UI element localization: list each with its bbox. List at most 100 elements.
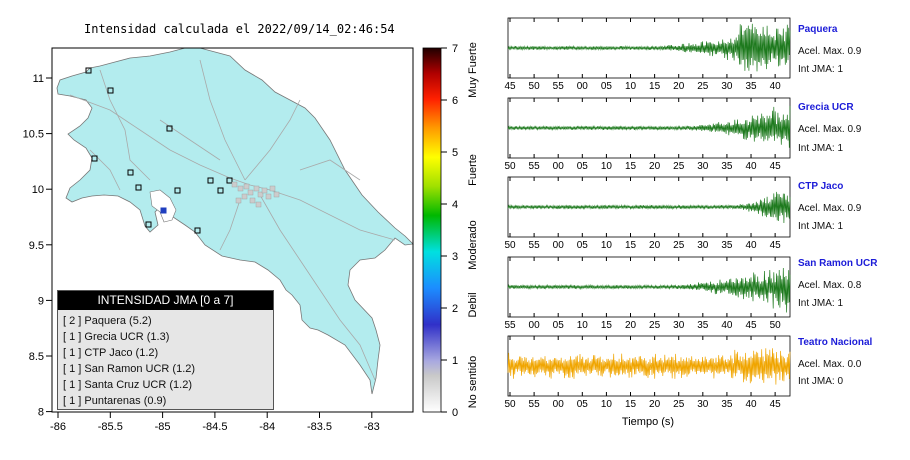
colorbar-label: Debil — [467, 292, 479, 317]
waveform-tick-label: 40 — [721, 320, 733, 331]
colorbar-ticks: 7 6 5 4 3 2 1 0 — [441, 43, 458, 419]
waveform-tick-label: 35 — [721, 161, 733, 172]
waveform-tick-label: 50 — [504, 399, 516, 410]
map-frame — [51, 47, 414, 413]
colorbar-gradient — [422, 47, 442, 413]
waveform-tick-label: 10 — [601, 399, 613, 410]
station-name: Paquera — [798, 24, 838, 35]
waveform-tick-label: 15 — [649, 81, 661, 92]
colorbar-label: Moderado — [467, 220, 479, 270]
legend-row: [ 1 ] Puntarenas (0.9) — [63, 395, 167, 407]
waveform-tick-label: 30 — [697, 240, 709, 251]
map-y-tick-label: 11 — [33, 73, 44, 85]
legend-row: [ 1 ] San Ramon UCR (1.2) — [63, 363, 196, 375]
map-x-tick-label: -86 — [50, 421, 66, 433]
waveform-panel: 55 00 05 10 15 20 25 30 35 40 45 50 — [504, 256, 791, 331]
waveform-tick-label: 05 — [577, 240, 589, 251]
waveform-tick-label: 05 — [553, 320, 565, 331]
station-int: Int JMA: 1 — [798, 221, 844, 232]
costa-rica-land — [56, 47, 414, 395]
waveform-trace — [507, 23, 791, 72]
waveform-trace — [507, 191, 791, 224]
colorbar-tick-label: 6 — [452, 95, 458, 107]
station-name: CTP Jaco — [798, 181, 844, 192]
map-y-axis: 11 10.5 10 9.5 9 8.5 8 — [23, 73, 52, 419]
waveform-panel: 50 55 00 05 10 15 20 25 30 35 40 45 — [504, 97, 791, 172]
station-markers — [85, 67, 233, 234]
map-y-tick-label: 9 — [38, 295, 44, 307]
waveform-tick-label: 15 — [625, 399, 637, 410]
city-cluster — [231, 181, 280, 208]
waveform-tick-label: 05 — [601, 81, 613, 92]
legend-row: [ 1 ] Grecia UCR (1.3) — [63, 331, 170, 343]
waveform-tick-label: 35 — [721, 240, 733, 251]
waveform-tick-label: 20 — [649, 161, 661, 172]
waveform-tick-label: 00 — [553, 240, 565, 251]
waveform-tick-label: 00 — [577, 81, 589, 92]
map-y-tick-label: 10.5 — [23, 129, 44, 141]
colorbar-label: Fuerte — [467, 154, 479, 186]
waveform-tick-label: 45 — [770, 161, 782, 172]
waveform-tick-label: 15 — [625, 240, 637, 251]
waveform-tick-label: 20 — [673, 81, 685, 92]
waveform-tick-label: 45 — [770, 240, 782, 251]
waveform-tick-label: 00 — [553, 161, 565, 172]
waveform-tick-label: 55 — [529, 399, 541, 410]
waveform-tick-label: 25 — [649, 320, 661, 331]
map-y-tick-label: 10 — [32, 184, 44, 196]
colorbar-tick-label: 2 — [452, 303, 458, 315]
legend-row: [ 1 ] Santa Cruz UCR (1.2) — [63, 379, 192, 391]
waveform-tick-label: 55 — [529, 161, 541, 172]
waveform-tick-label: 10 — [577, 320, 589, 331]
waveform-tick-label: 20 — [649, 240, 661, 251]
map-y-tick-label: 8.5 — [29, 351, 44, 363]
legend-title: INTENSIDAD JMA [0 a 7] — [58, 291, 273, 310]
map-y-tick-label: 8 — [38, 407, 44, 419]
waveform-tick-label: 40 — [745, 399, 757, 410]
waveform-tick-label: 25 — [697, 81, 709, 92]
waveform-trace — [507, 105, 791, 148]
station-acel: Acel. Max. 0.8 — [798, 280, 862, 291]
colorbar-tick-label: 0 — [452, 407, 458, 419]
station-int: Int JMA: 1 — [798, 64, 844, 75]
colorbar-tick-label: 5 — [452, 147, 458, 159]
waveform-panels: 45 50 55 00 05 10 15 20 25 30 35 40 50 55 00 05 10 15 20 25… — [504, 17, 791, 410]
waveform-tick-label: 25 — [673, 161, 685, 172]
waveform-tick-label: 50 — [504, 161, 516, 172]
waveform-tick-label: 55 — [553, 81, 565, 92]
station-name: Teatro Nacional — [798, 337, 873, 348]
waveform-tick-label: 40 — [770, 81, 782, 92]
colorbar-tick-label: 1 — [452, 355, 458, 367]
legend-row: [ 1 ] CTP Jaco (1.2) — [63, 347, 159, 359]
colorbar: 7 6 5 4 3 2 1 0 Muy Fuerte Fuerte Moderado Debil No… — [422, 42, 479, 419]
waveform-tick-label: 50 — [529, 81, 541, 92]
colorbar-label: No sentido — [467, 356, 479, 409]
colorbar-label: Muy Fuerte — [467, 42, 479, 98]
waveform-tick-label: 00 — [553, 399, 565, 410]
map-y-tick-label: 9.5 — [29, 240, 44, 252]
legend-row: [ 2 ] Paquera (5.2) — [63, 315, 152, 327]
waveform-tick-label: 45 — [504, 81, 516, 92]
station-acel: Acel. Max. 0.9 — [798, 124, 862, 135]
waveform-tick-label: 25 — [673, 399, 685, 410]
station-int: Int JMA: 0 — [798, 376, 844, 387]
waveform-panel: 50 55 00 05 10 15 20 25 30 35 40 45 — [504, 176, 791, 251]
waveform-tick-label: 25 — [673, 240, 685, 251]
waveform-tick-label: 30 — [721, 81, 733, 92]
station-acel: Acel. Max. 0.9 — [798, 46, 862, 57]
map-x-axis: -86 -85.5 -85 -84.5 -84 -83.5 -83 — [50, 412, 380, 433]
map-title: Intensidad calculada el 2022/09/14_02:46… — [84, 22, 395, 36]
station-name: Grecia UCR — [798, 102, 854, 113]
waveform-tick-label: 35 — [697, 320, 709, 331]
waveform-tick-label: 55 — [504, 320, 516, 331]
waveform-tick-label: 55 — [529, 240, 541, 251]
map-x-tick-label: -85.5 — [98, 421, 123, 433]
station-name: San Ramon UCR — [798, 258, 878, 269]
waveform-tick-label: 10 — [625, 81, 637, 92]
colorbar-tick-label: 7 — [452, 43, 458, 55]
waveform-tick-label: 40 — [745, 240, 757, 251]
map-x-tick-label: -84 — [259, 421, 275, 433]
waveform-tick-label: 10 — [601, 161, 613, 172]
waveform-tick-label: 20 — [649, 399, 661, 410]
